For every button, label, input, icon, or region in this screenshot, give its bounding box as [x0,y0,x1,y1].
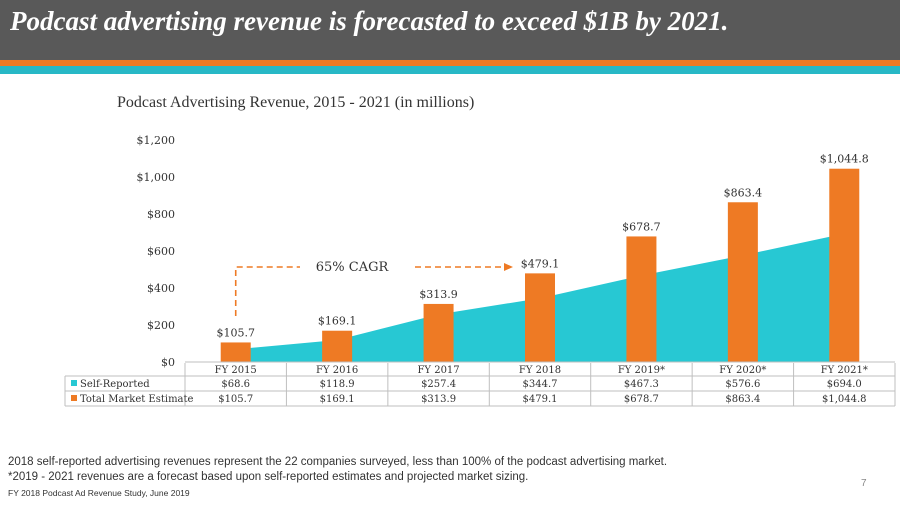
bar-value-label: $105.7 [216,326,255,339]
total-market-value: $105.7 [218,394,253,405]
total-market-bar [829,168,860,362]
page-number: 7 [861,478,867,489]
footnote-forecast: *2019 - 2021 revenues are a forecast bas… [8,471,529,483]
slide-title: Podcast advertising revenue is forecaste… [10,6,729,36]
self-reported-value: $576.6 [725,379,760,390]
total-market-value: $678.7 [624,394,659,405]
y-tick-label: $1,000 [137,171,176,184]
legend-label-total-market: Total Market Estimate [80,394,194,405]
legend-swatch-total-market [71,395,77,401]
bar-value-label: $863.4 [724,186,763,199]
y-tick-label: $800 [147,208,175,221]
y-tick-label: $0 [161,356,175,369]
total-market-value: $863.4 [725,394,760,405]
accent-stripe-teal [0,66,900,74]
total-market-value: $313.9 [421,394,456,405]
self-reported-area [235,233,845,362]
source-note: FY 2018 Podcast Ad Revenue Study, June 2… [8,488,190,498]
self-reported-value: $257.4 [421,379,456,390]
total-market-bar [322,330,353,362]
total-market-bar [525,273,555,362]
cagr-label: 65% CAGR [316,260,390,275]
cagr-arrow-line [234,266,300,316]
self-reported-value: $68.6 [221,379,250,390]
x-tick-label: FY 2016 [316,365,358,376]
y-tick-label: $200 [147,319,175,332]
self-reported-value: $118.9 [320,379,355,390]
legend-label-self-reported: Self-Reported [80,379,150,390]
total-market-value: $1,044.8 [822,394,867,405]
total-market-bar [626,236,657,362]
accent-stripe-orange [0,60,900,66]
total-market-bar [727,202,758,362]
x-tick-label: FY 2019* [618,365,665,376]
footnote-self-reported: 2018 self-reported advertising revenues … [8,456,668,468]
total-market-value: $169.1 [320,394,355,405]
bar-value-label: $1,044.8 [820,153,869,166]
legend-swatch-self-reported [71,380,77,386]
chart-title: Podcast Advertising Revenue, 2015 - 2021… [117,94,475,111]
self-reported-value: $344.7 [523,379,558,390]
bar-value-label: $169.1 [318,315,357,328]
x-tick-label: FY 2017 [417,365,459,376]
total-market-value: $479.1 [523,394,558,405]
bar-value-label: $678.7 [622,220,661,233]
y-tick-label: $400 [147,282,175,295]
self-reported-value: $467.3 [624,379,659,390]
bar-value-label: $479.1 [521,257,560,270]
y-tick-label: $600 [147,245,175,258]
x-tick-label: FY 2018 [519,365,561,376]
x-tick-label: FY 2015 [215,365,257,376]
title-banner: Podcast advertising revenue is forecaste… [0,0,900,60]
self-reported-value: $694.0 [827,379,862,390]
x-tick-label: FY 2020* [719,365,766,376]
total-market-bar [423,303,454,362]
x-tick-label: FY 2021* [821,365,868,376]
y-tick-label: $1,200 [137,134,176,147]
cagr-arrow-head [504,263,513,271]
total-market-bar [220,342,251,362]
bar-value-label: $313.9 [419,288,458,301]
